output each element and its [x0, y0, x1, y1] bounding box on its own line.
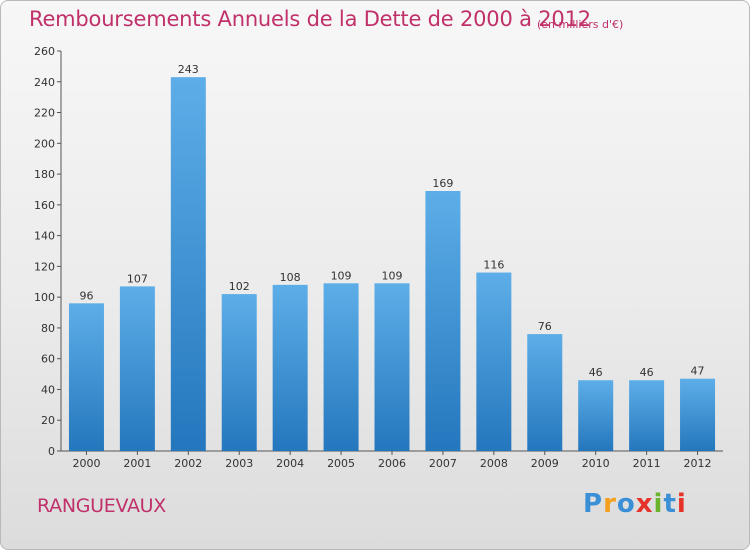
- y-tick-label: 60: [41, 353, 55, 366]
- bar: [68, 303, 104, 451]
- data-label: 116: [483, 259, 504, 272]
- bar: [374, 283, 410, 451]
- y-tick-label: 180: [34, 168, 55, 181]
- data-label: 107: [127, 272, 148, 285]
- data-label: 108: [280, 271, 301, 284]
- proxiti-logo[interactable]: Proxiti: [583, 489, 687, 519]
- x-tick-label: 2007: [429, 457, 457, 470]
- labels: 96 2000 107 2001 243 2002 102 2003 108 2004 109 200…: [72, 63, 711, 470]
- x-tick-label: 2000: [72, 457, 100, 470]
- y-tick-label: 0: [48, 445, 55, 458]
- logo-letter: x: [635, 489, 654, 519]
- bars: [68, 77, 716, 452]
- y-tick-label: 20: [41, 414, 55, 427]
- x-tick-label: 2001: [123, 457, 151, 470]
- x-tick-label: 2008: [480, 457, 508, 470]
- y-tick-label: 200: [34, 137, 55, 150]
- data-label: 46: [589, 366, 603, 379]
- data-label: 76: [538, 320, 552, 333]
- bar: [272, 284, 308, 451]
- x-tick-label: 2011: [633, 457, 661, 470]
- chart-title: Remboursements Annuels de la Dette de 20…: [29, 7, 591, 31]
- logo-letter: r: [603, 489, 617, 519]
- data-label: 169: [432, 177, 453, 190]
- bar: [323, 283, 359, 451]
- x-tick-label: 2006: [378, 457, 406, 470]
- bar: [221, 294, 257, 451]
- bar: [527, 334, 563, 451]
- y-tick-label: 260: [34, 45, 55, 58]
- data-label: 46: [640, 366, 654, 379]
- x-tick-label: 2012: [684, 457, 712, 470]
- bar: [578, 380, 614, 451]
- bar: [476, 272, 512, 451]
- data-label: 96: [79, 289, 93, 302]
- y-tick-label: 140: [34, 230, 55, 243]
- y-tick-label: 100: [34, 291, 55, 304]
- x-tick-label: 2003: [225, 457, 253, 470]
- data-label: 243: [178, 63, 199, 76]
- bar: [170, 77, 206, 452]
- logo-letter: t: [663, 489, 677, 519]
- y-tick-label: 220: [34, 107, 55, 120]
- logo-letter: i: [676, 489, 687, 519]
- y-tick-label: 120: [34, 260, 55, 273]
- x-tick-label: 2010: [582, 457, 610, 470]
- y-tick-label: 40: [41, 383, 55, 396]
- data-label: 109: [382, 269, 403, 282]
- bar: [680, 378, 716, 451]
- x-tick-label: 2009: [531, 457, 559, 470]
- chart-subtitle: (en milliers d'€): [537, 18, 624, 31]
- bar: [119, 286, 155, 451]
- x-tick-label: 2005: [327, 457, 355, 470]
- bar: [629, 380, 665, 451]
- y-tick-label: 240: [34, 76, 55, 89]
- x-tick-label: 2002: [174, 457, 202, 470]
- data-label: 102: [229, 280, 250, 293]
- logo-letter: o: [616, 489, 636, 519]
- logo-letter: P: [583, 489, 604, 519]
- logo-letter: i: [653, 489, 664, 519]
- y-tick-label: 80: [41, 322, 55, 335]
- y-tick-label: 160: [34, 199, 55, 212]
- data-label: 109: [331, 269, 352, 282]
- data-label: 47: [691, 365, 705, 378]
- x-tick-label: 2004: [276, 457, 304, 470]
- bar: [425, 191, 461, 451]
- commune-name: RANGUEVAUX: [37, 495, 166, 517]
